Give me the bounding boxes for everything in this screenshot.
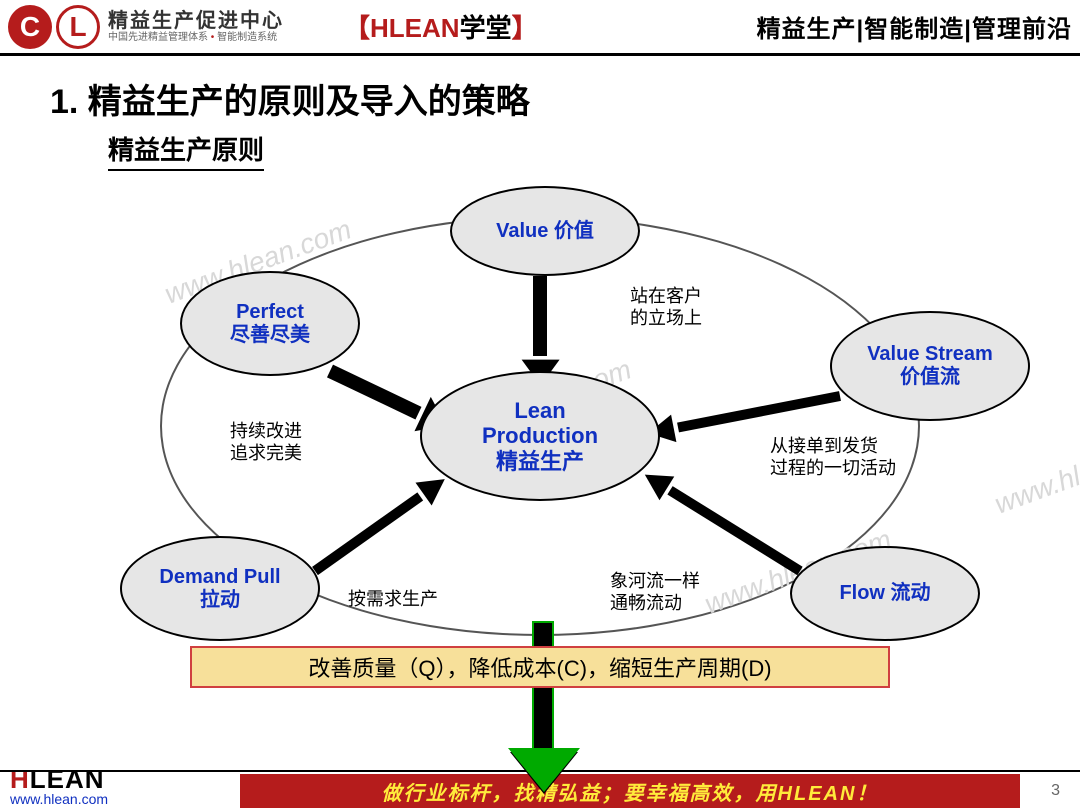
node-valuestream: Value Stream价值流 bbox=[830, 311, 1030, 421]
node-perfect-cn: 尽善尽美 bbox=[230, 324, 310, 347]
header-mid: 【HLEAN学堂】 bbox=[344, 8, 538, 45]
result-box: 改善质量（Q），降低成本(C)，缩短生产周期(D) bbox=[190, 646, 890, 688]
result-arrow-head bbox=[510, 752, 578, 794]
arrow-value bbox=[533, 276, 547, 356]
page-subtitle: 精益生产原则 bbox=[108, 130, 264, 171]
logo-text: 精益生产促进中心 中国先进精益管理体系 • 智能制造系统 bbox=[108, 10, 284, 43]
main-area: 1. 精益生产的原则及导入的策略 精益生产原则 www.hlean.comwww… bbox=[0, 56, 1080, 746]
header-suffix: 学堂 bbox=[460, 13, 512, 43]
result-arrow-stem bbox=[532, 621, 554, 756]
node-perfect: Perfect尽善尽美 bbox=[180, 271, 360, 376]
logo-sub-1: 中国先进精益管理体系 bbox=[108, 32, 208, 43]
page-number: 3 bbox=[1051, 782, 1060, 800]
caption-perfect: 持续改进追求完美 bbox=[230, 421, 302, 464]
center-node: LeanProduction 精益生产 bbox=[420, 371, 660, 501]
center-cn: 精益生产 bbox=[496, 449, 584, 474]
caption-value: 站在客户的立场上 bbox=[630, 286, 702, 329]
node-valuestream-cn: 价值流 bbox=[900, 366, 960, 389]
footer-brand-rest: LEAN bbox=[30, 764, 105, 794]
node-flow: Flow 流动 bbox=[790, 546, 980, 641]
node-valuestream-en: Value Stream bbox=[867, 343, 993, 366]
logo-sub-2: 智能制造系统 bbox=[217, 32, 277, 43]
node-perfect-en: Perfect bbox=[236, 301, 304, 324]
header-brand: HLEAN bbox=[370, 13, 460, 43]
node-flow-en: Flow 流动 bbox=[839, 582, 930, 605]
caption-flow: 象河流一样通畅流动 bbox=[610, 571, 700, 614]
header-right: 精益生产|智能制造|管理前沿 bbox=[757, 9, 1072, 44]
footer-url: www.hlean.com bbox=[10, 792, 108, 806]
logo-main: 精益生产促进中心 bbox=[108, 10, 284, 32]
node-pull-en: Demand Pull bbox=[159, 566, 280, 589]
lean-diagram: www.hlean.comwww.hlean.comwww.hlean.comw… bbox=[70, 176, 1010, 676]
logo-c-icon: C bbox=[8, 5, 52, 49]
caption-valuestream: 从接单到发货过程的一切活动 bbox=[770, 436, 896, 479]
logo-l-icon: L bbox=[56, 5, 100, 49]
node-value: Value 价值 bbox=[450, 186, 640, 276]
watermark: www.hlean.com bbox=[990, 423, 1080, 520]
node-pull-cn: 拉动 bbox=[200, 589, 240, 612]
caption-pull: 按需求生产 bbox=[348, 589, 438, 611]
header-bar: C L 精益生产促进中心 中国先进精益管理体系 • 智能制造系统 【HLEAN学… bbox=[0, 0, 1080, 56]
footer-left: HLEAN www.hlean.com bbox=[10, 766, 108, 806]
footer-brand-h: H bbox=[10, 764, 30, 794]
page-title: 1. 精益生产的原则及导入的策略 bbox=[50, 74, 530, 123]
center-en: LeanProduction bbox=[482, 398, 598, 449]
node-pull: Demand Pull拉动 bbox=[120, 536, 320, 641]
footer-slogan: 做行业标杆，找精弘益；要幸福高效，用HLEAN！ bbox=[240, 774, 1020, 808]
node-value-en: Value 价值 bbox=[496, 220, 594, 243]
